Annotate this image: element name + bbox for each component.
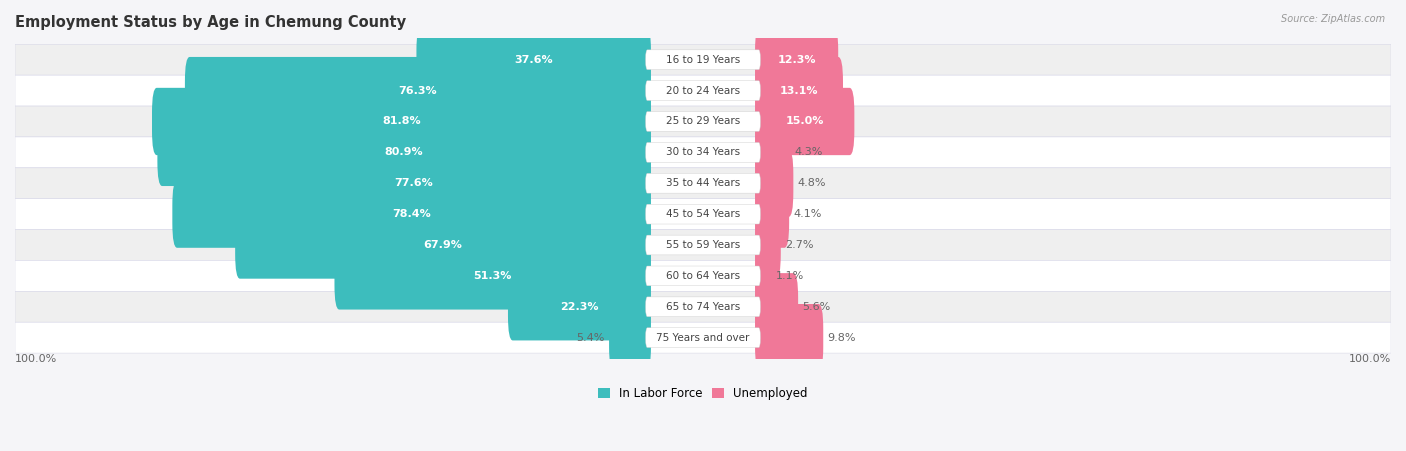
- Text: 60 to 64 Years: 60 to 64 Years: [666, 271, 740, 281]
- FancyBboxPatch shape: [755, 88, 855, 155]
- Text: 81.8%: 81.8%: [382, 116, 420, 126]
- Text: 100.0%: 100.0%: [15, 354, 58, 364]
- FancyBboxPatch shape: [755, 57, 844, 124]
- FancyBboxPatch shape: [186, 57, 651, 124]
- FancyBboxPatch shape: [157, 119, 651, 186]
- Text: 22.3%: 22.3%: [560, 302, 599, 312]
- Text: 80.9%: 80.9%: [385, 147, 423, 157]
- Text: 4.1%: 4.1%: [793, 209, 821, 219]
- FancyBboxPatch shape: [152, 88, 651, 155]
- FancyBboxPatch shape: [755, 242, 772, 309]
- FancyBboxPatch shape: [645, 266, 761, 286]
- Text: 4.3%: 4.3%: [794, 147, 823, 157]
- Text: 5.6%: 5.6%: [803, 302, 831, 312]
- FancyBboxPatch shape: [755, 119, 790, 186]
- Text: 65 to 74 Years: 65 to 74 Years: [666, 302, 740, 312]
- FancyBboxPatch shape: [173, 180, 651, 248]
- Text: 55 to 59 Years: 55 to 59 Years: [666, 240, 740, 250]
- FancyBboxPatch shape: [416, 26, 651, 93]
- FancyBboxPatch shape: [755, 212, 780, 279]
- Text: 75 Years and over: 75 Years and over: [657, 333, 749, 343]
- Text: 16 to 19 Years: 16 to 19 Years: [666, 55, 740, 65]
- FancyBboxPatch shape: [645, 111, 761, 131]
- Text: 78.4%: 78.4%: [392, 209, 432, 219]
- Text: 51.3%: 51.3%: [474, 271, 512, 281]
- FancyBboxPatch shape: [508, 273, 651, 341]
- Text: Source: ZipAtlas.com: Source: ZipAtlas.com: [1281, 14, 1385, 23]
- FancyBboxPatch shape: [235, 212, 651, 279]
- FancyBboxPatch shape: [645, 173, 761, 193]
- Text: 37.6%: 37.6%: [515, 55, 553, 65]
- FancyBboxPatch shape: [15, 106, 1391, 137]
- FancyBboxPatch shape: [645, 297, 761, 317]
- FancyBboxPatch shape: [15, 137, 1391, 168]
- FancyBboxPatch shape: [755, 26, 838, 93]
- FancyBboxPatch shape: [15, 199, 1391, 230]
- Text: 9.8%: 9.8%: [828, 333, 856, 343]
- FancyBboxPatch shape: [755, 304, 824, 371]
- FancyBboxPatch shape: [15, 322, 1391, 353]
- FancyBboxPatch shape: [609, 304, 651, 371]
- Text: 20 to 24 Years: 20 to 24 Years: [666, 86, 740, 96]
- Legend: In Labor Force, Unemployed: In Labor Force, Unemployed: [593, 382, 813, 405]
- Text: 12.3%: 12.3%: [778, 55, 815, 65]
- FancyBboxPatch shape: [15, 261, 1391, 291]
- FancyBboxPatch shape: [645, 81, 761, 101]
- Text: 100.0%: 100.0%: [1348, 354, 1391, 364]
- Text: 77.6%: 77.6%: [395, 178, 433, 188]
- Text: 35 to 44 Years: 35 to 44 Years: [666, 178, 740, 188]
- Text: 4.8%: 4.8%: [797, 178, 827, 188]
- Text: 45 to 54 Years: 45 to 54 Years: [666, 209, 740, 219]
- FancyBboxPatch shape: [645, 143, 761, 162]
- FancyBboxPatch shape: [15, 168, 1391, 199]
- Text: 25 to 29 Years: 25 to 29 Years: [666, 116, 740, 126]
- FancyBboxPatch shape: [15, 44, 1391, 75]
- FancyBboxPatch shape: [755, 180, 789, 248]
- FancyBboxPatch shape: [755, 273, 799, 341]
- FancyBboxPatch shape: [755, 150, 793, 217]
- Text: 15.0%: 15.0%: [786, 116, 824, 126]
- FancyBboxPatch shape: [15, 291, 1391, 322]
- Text: 5.4%: 5.4%: [576, 333, 605, 343]
- FancyBboxPatch shape: [645, 204, 761, 224]
- Text: Employment Status by Age in Chemung County: Employment Status by Age in Chemung Coun…: [15, 15, 406, 30]
- Text: 13.1%: 13.1%: [780, 86, 818, 96]
- FancyBboxPatch shape: [335, 242, 651, 309]
- Text: 67.9%: 67.9%: [423, 240, 463, 250]
- FancyBboxPatch shape: [15, 230, 1391, 261]
- FancyBboxPatch shape: [645, 50, 761, 69]
- FancyBboxPatch shape: [15, 75, 1391, 106]
- FancyBboxPatch shape: [645, 328, 761, 348]
- Text: 30 to 34 Years: 30 to 34 Years: [666, 147, 740, 157]
- FancyBboxPatch shape: [645, 235, 761, 255]
- Text: 76.3%: 76.3%: [399, 86, 437, 96]
- Text: 1.1%: 1.1%: [775, 271, 804, 281]
- Text: 2.7%: 2.7%: [785, 240, 814, 250]
- FancyBboxPatch shape: [177, 150, 651, 217]
